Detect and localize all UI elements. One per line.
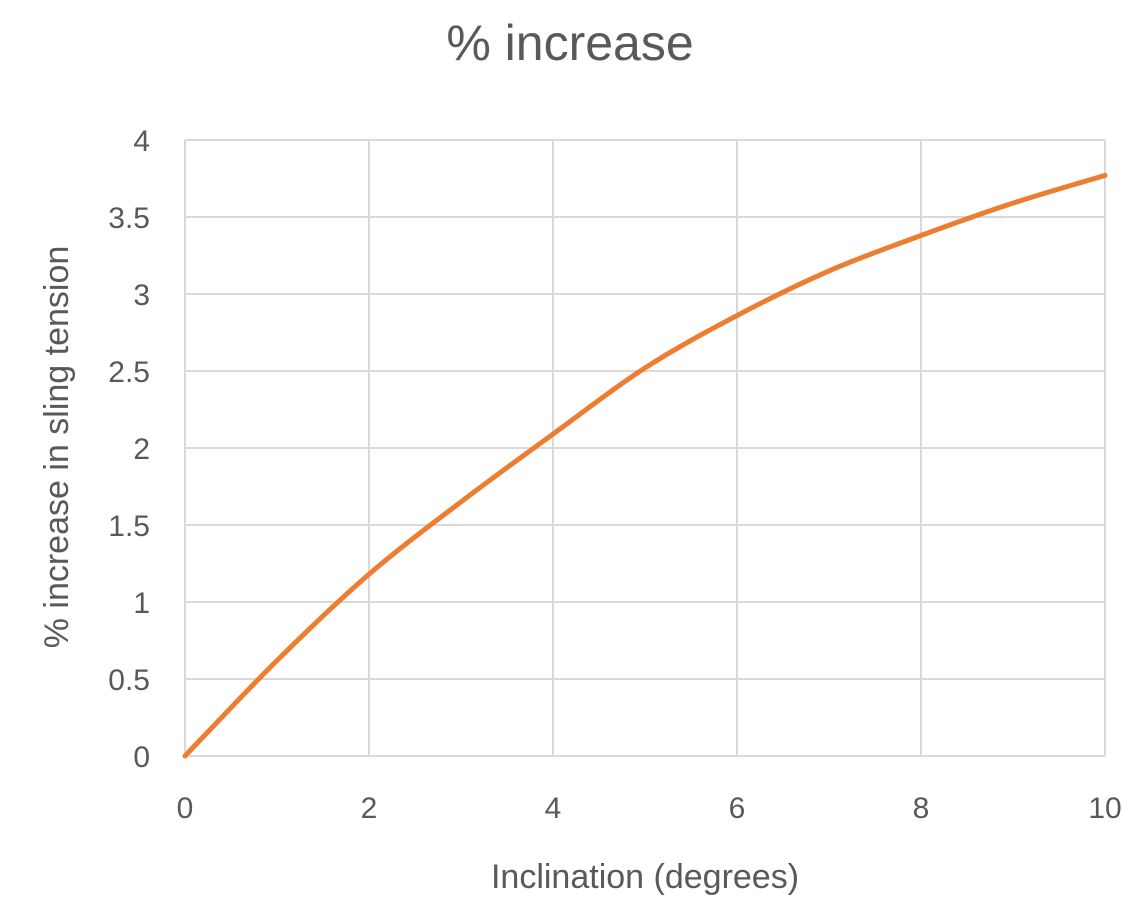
y-tick-label: 0.5 [108,664,150,697]
x-tick-label: 8 [913,792,930,825]
y-tick-label: 3 [133,279,150,312]
x-tick-label: 6 [729,792,746,825]
x-tick-labels: 0 2 4 6 8 10 [177,792,1122,825]
y-tick-label: 4 [133,125,150,158]
x-tick-label: 4 [545,792,562,825]
y-tick-label: 0 [133,741,150,774]
x-tick-label: 0 [177,792,194,825]
grid [184,139,1106,757]
series-line [182,172,1108,759]
chart-title: % increase [446,15,694,71]
y-tick-labels: 0 0.5 1 1.5 2 2.5 3 3.5 4 [108,125,150,774]
series-layer [182,172,1108,759]
y-tick-label: 1.5 [108,510,150,543]
y-tick-label: 3.5 [108,202,150,235]
y-tick-label: 1 [133,587,150,620]
y-axis-title: % increase in sling tension [38,246,76,649]
y-tick-label: 2 [133,433,150,466]
x-tick-label: 2 [361,792,378,825]
x-tick-label: 10 [1088,792,1121,825]
y-tick-label: 2.5 [108,356,150,389]
x-axis-title: Inclination (degrees) [491,858,799,896]
